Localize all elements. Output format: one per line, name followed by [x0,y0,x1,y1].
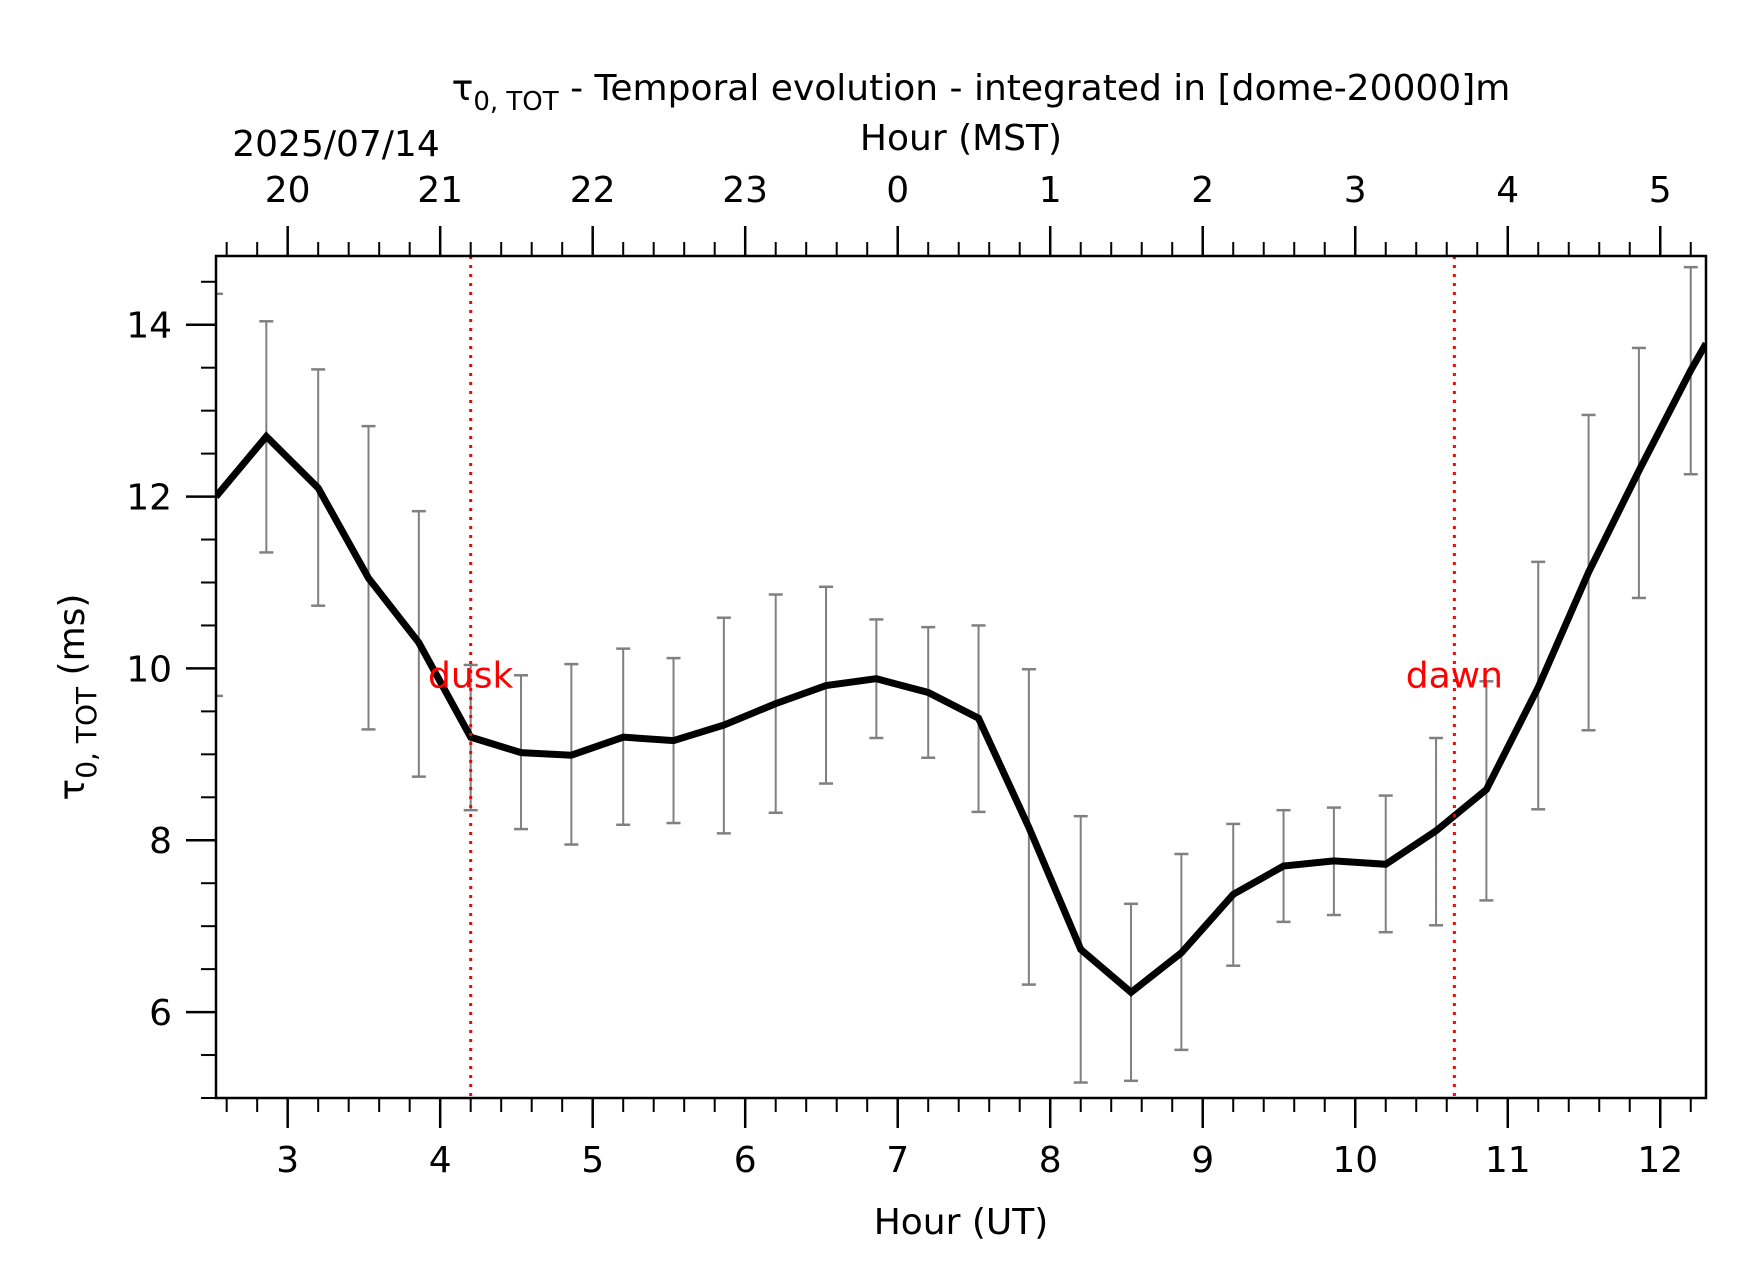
y-axis-label: τ0, TOT (ms) [52,594,103,801]
chart-title: τ0, TOT - Temporal evolution - integrate… [452,68,1511,117]
x-tick-label: 5 [581,1140,604,1181]
x-tick-label: 4 [429,1140,452,1181]
plot-frame [214,254,1708,1100]
top-axis-label: Hour (MST) [860,118,1062,159]
top-tick-label: 1 [1039,170,1062,211]
axes-layer [186,226,1708,1128]
series-line [216,341,1706,997]
y-tick-label: 10 [126,649,172,690]
vline-layer [469,256,1456,1098]
top-tick-label: 21 [417,170,463,211]
y-tick-label: 12 [126,478,172,519]
y-tick-label: 6 [149,993,172,1034]
top-tick-label: 23 [722,170,768,211]
top-tick-label: 3 [1344,170,1367,211]
x-tick-label: 6 [734,1140,757,1181]
errorbar [216,292,223,698]
date-label: 2025/07/14 [232,124,440,165]
y-tick-label: 14 [126,306,172,347]
dawn-label: dawn [1406,655,1503,696]
y-tick-label: 8 [149,821,172,862]
x-tick-label: 11 [1485,1140,1531,1181]
line-layer [216,341,1706,997]
top-tick-label: 22 [570,170,616,211]
x-tick-label: 12 [1637,1140,1683,1181]
x-tick-label: 8 [1039,1140,1062,1181]
x-tick-label: 10 [1332,1140,1378,1181]
top-tick-label: 2 [1191,170,1214,211]
top-tick-label: 20 [265,170,311,211]
x-axis-label: Hour (UT) [874,1202,1049,1243]
x-tick-label: 7 [886,1140,909,1181]
x-tick-label: 3 [276,1140,299,1181]
top-tick-label: 4 [1496,170,1519,211]
top-tick-label: 5 [1649,170,1672,211]
top-tick-label: 0 [886,170,909,211]
dusk-label: dusk [428,655,513,696]
x-tick-label: 9 [1191,1140,1214,1181]
